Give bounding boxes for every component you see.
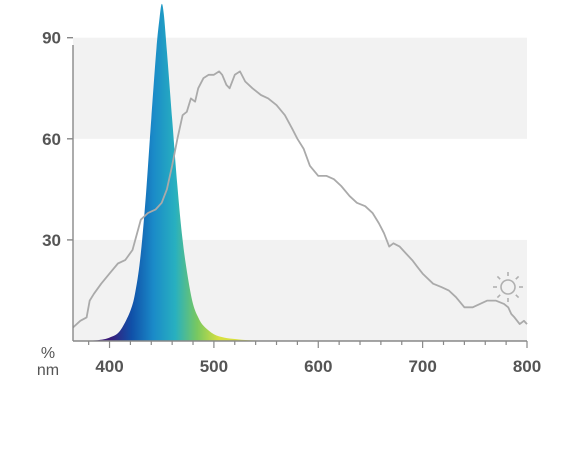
tick-labels: 30 60 90 400 500 600 700 800 bbox=[42, 29, 541, 376]
grid-band bbox=[73, 37, 527, 139]
sunlight-spectrum-line bbox=[72, 70, 528, 329]
x-tick-label: 500 bbox=[200, 357, 228, 376]
x-tick-label: 700 bbox=[408, 357, 436, 376]
axes bbox=[67, 37, 528, 348]
sunlight-line bbox=[72, 70, 528, 329]
x-tick-label: 800 bbox=[513, 357, 541, 376]
y-axis-label: % bbox=[41, 345, 55, 362]
y-tick-label: 30 bbox=[42, 231, 61, 250]
y-tick-label: 90 bbox=[42, 29, 61, 48]
sun-icon bbox=[493, 272, 523, 302]
x-tick-label: 600 bbox=[304, 357, 332, 376]
x-axis-label: nm bbox=[37, 362, 59, 379]
y-tick-label: 60 bbox=[42, 130, 61, 149]
x-tick-label: 400 bbox=[95, 357, 123, 376]
